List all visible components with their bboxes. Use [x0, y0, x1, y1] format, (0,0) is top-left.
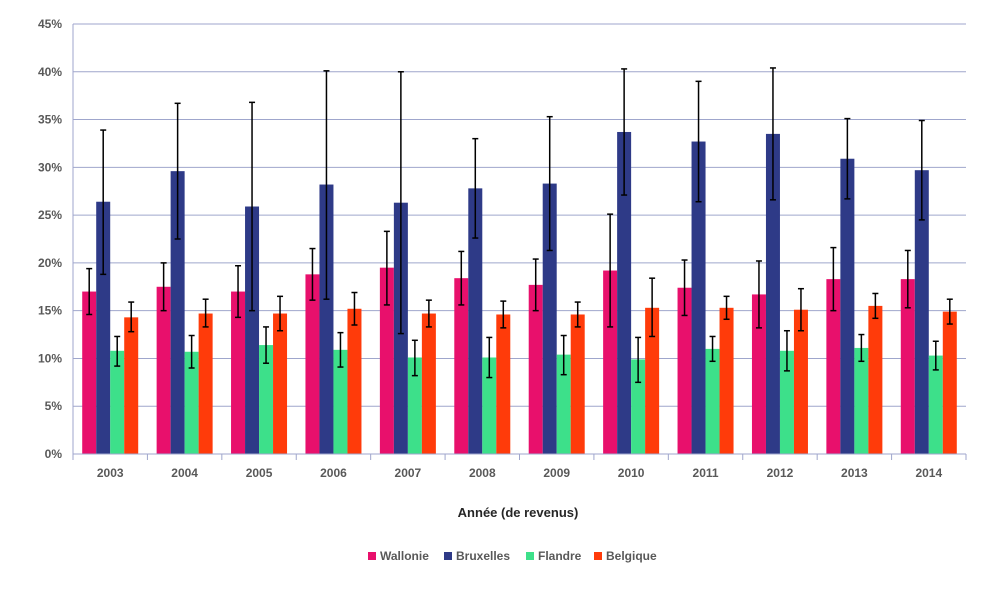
y-tick-label: 25%: [38, 208, 62, 222]
y-axis-ticks: 0% 5% 10% 15% 20% 25% 30% 35% 40% 45%: [38, 17, 62, 461]
x-tick-label: 2003: [97, 466, 124, 480]
legend-label: Flandre: [538, 549, 582, 563]
bars: [82, 131, 957, 455]
x-tick-label: 2006: [320, 466, 347, 480]
x-tick-label: 2004: [171, 466, 198, 480]
bar: [245, 206, 260, 454]
legend-label: Wallonie: [380, 549, 429, 563]
x-tick-label: 2007: [395, 466, 422, 480]
bar: [347, 308, 362, 454]
bar: [454, 278, 469, 454]
bar: [631, 359, 646, 454]
bar: [942, 311, 957, 454]
bar: [570, 314, 585, 454]
legend-label: Bruxelles: [456, 549, 510, 563]
bar: [542, 183, 557, 455]
legend: Wallonie Bruxelles Flandre Belgique: [368, 549, 657, 563]
bar: [468, 188, 483, 454]
bar: [259, 345, 274, 454]
bar: [556, 354, 571, 454]
bar: [305, 274, 320, 454]
bar: [379, 267, 394, 454]
legend-swatch: [526, 552, 534, 560]
bar: [198, 313, 213, 454]
bar: [421, 313, 436, 454]
y-tick-label: 45%: [38, 17, 62, 31]
bar: [617, 131, 632, 454]
bar: [826, 279, 841, 454]
bar: [677, 287, 692, 454]
x-axis: 2003 2004 2005 2006 2007 2008 2009 2010 2011 2012…: [72, 24, 967, 480]
bar: [603, 270, 618, 454]
bar: [840, 158, 855, 454]
x-tick-label: 2005: [246, 466, 273, 480]
y-tick-label: 40%: [38, 65, 62, 79]
x-tick-label: 2013: [841, 466, 868, 480]
bar: [928, 355, 943, 454]
bar: [170, 171, 185, 454]
bar: [719, 307, 734, 454]
x-tick-label: 2008: [469, 466, 496, 480]
y-tick-label: 5%: [45, 399, 63, 413]
y-tick-label: 35%: [38, 113, 62, 127]
bar: [333, 349, 348, 454]
bar: [765, 133, 780, 454]
bar: [124, 317, 139, 454]
x-tick-label: 2009: [543, 466, 570, 480]
legend-swatch: [368, 552, 376, 560]
bar: [793, 309, 808, 454]
bar: [645, 307, 660, 454]
bar: [482, 357, 497, 454]
legend-swatch: [594, 552, 602, 560]
bar: [900, 279, 915, 454]
bar: [184, 351, 199, 454]
y-tick-label: 15%: [38, 304, 62, 318]
y-tick-label: 30%: [38, 160, 62, 174]
x-axis-title: Année (de revenus): [458, 505, 579, 520]
bar: [751, 294, 766, 454]
legend-label: Belgique: [606, 549, 657, 563]
x-tick-label: 2011: [693, 466, 719, 480]
legend-swatch: [444, 552, 452, 560]
bar: [528, 284, 543, 454]
x-tick-label: 2012: [767, 466, 794, 480]
bar: [231, 291, 246, 454]
x-tick-label: 2010: [618, 466, 645, 480]
error-bars: [86, 67, 953, 384]
bar: [96, 201, 111, 454]
bar: [496, 314, 511, 454]
bar: [110, 350, 125, 454]
y-tick-label: 10%: [38, 351, 62, 365]
bar: [319, 184, 334, 455]
bar: [779, 350, 794, 454]
bar: [82, 291, 97, 454]
y-tick-label: 0%: [45, 447, 63, 461]
bar: [854, 347, 869, 454]
y-tick-label: 20%: [38, 256, 62, 270]
bar: [868, 305, 883, 454]
bar: [273, 313, 288, 454]
bar: [914, 170, 929, 454]
x-tick-label: 2014: [915, 466, 942, 480]
bar: [705, 348, 720, 454]
gridlines: [73, 23, 966, 407]
bar: [691, 141, 706, 455]
bar: [407, 357, 422, 454]
bar: [156, 286, 171, 454]
